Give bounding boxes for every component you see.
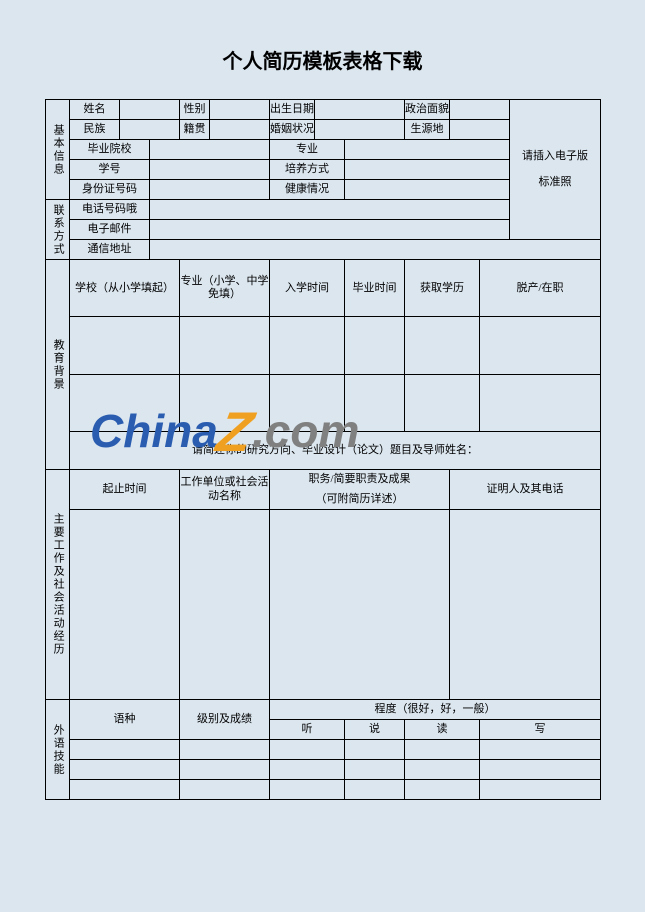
lang-r1-type[interactable] [70, 740, 180, 760]
lang-r2-read[interactable] [405, 760, 480, 780]
edu-h-major: 专业（小学、中学免填） [180, 260, 270, 317]
val-birth[interactable] [315, 100, 405, 120]
label-email: 电子邮件 [70, 220, 150, 240]
work-unit[interactable] [180, 510, 270, 700]
label-gender: 性别 [180, 100, 210, 120]
lang-r2-level[interactable] [180, 760, 270, 780]
lang-r2-speak[interactable] [345, 760, 405, 780]
work-h-ref: 证明人及其电话 [450, 470, 601, 510]
lang-r3-write[interactable] [480, 780, 601, 800]
label-gradschool: 毕业院校 [70, 140, 150, 160]
label-origin: 生源地 [405, 120, 450, 140]
label-major: 专业 [270, 140, 345, 160]
section-basic: 基本信息 [46, 100, 70, 200]
val-email[interactable] [150, 220, 510, 240]
section-edu: 教育背景 [46, 260, 70, 470]
work-h-duty: 职务/简要职责及成果 （可附简历详述） [270, 470, 450, 510]
val-marital[interactable] [315, 120, 405, 140]
page-title: 个人简历模板表格下载 [0, 0, 645, 99]
val-native[interactable] [210, 120, 270, 140]
edu-h-enroll: 入学时间 [270, 260, 345, 317]
lang-h-read: 读 [405, 720, 480, 740]
lang-r1-speak[interactable] [345, 740, 405, 760]
lang-r1-write[interactable] [480, 740, 601, 760]
val-idno[interactable] [150, 180, 270, 200]
label-name: 姓名 [70, 100, 120, 120]
lang-r2-type[interactable] [70, 760, 180, 780]
val-health[interactable] [345, 180, 510, 200]
lang-r3-level[interactable] [180, 780, 270, 800]
edu-h-grad: 毕业时间 [345, 260, 405, 317]
label-native: 籍贯 [180, 120, 210, 140]
lang-r3-speak[interactable] [345, 780, 405, 800]
val-ethnic[interactable] [120, 120, 180, 140]
label-phone: 电话号码哦 [70, 200, 150, 220]
lang-h-speak: 说 [345, 720, 405, 740]
lang-h-type: 语种 [70, 700, 180, 740]
lang-h-listen: 听 [270, 720, 345, 740]
work-period[interactable] [70, 510, 180, 700]
section-work: 主要工作及社会活动经历 [46, 470, 70, 700]
edu-r2-degree[interactable] [405, 374, 480, 431]
section-contact: 联系方式 [46, 200, 70, 260]
work-duty[interactable] [270, 510, 450, 700]
lang-r1-read[interactable] [405, 740, 480, 760]
edu-h-degree: 获取学历 [405, 260, 480, 317]
photo-line2: 标准照 [510, 176, 600, 189]
lang-r3-read[interactable] [405, 780, 480, 800]
val-train[interactable] [345, 160, 510, 180]
photo-line1: 请插入电子版 [510, 150, 600, 163]
lang-r1-listen[interactable] [270, 740, 345, 760]
val-gradschool[interactable] [150, 140, 270, 160]
edu-r1-school[interactable] [70, 317, 180, 374]
work-h-period: 起止时间 [70, 470, 180, 510]
lang-h-degree: 程度（很好，好，一般） [270, 700, 601, 720]
label-political: 政治面貌 [405, 100, 450, 120]
edu-r2-status[interactable] [480, 374, 601, 431]
val-origin[interactable] [450, 120, 510, 140]
photo-cell[interactable]: 请插入电子版 标准照 [510, 100, 601, 240]
lang-r3-listen[interactable] [270, 780, 345, 800]
val-gender[interactable] [210, 100, 270, 120]
lang-h-level: 级别及成绩 [180, 700, 270, 740]
label-sid: 学号 [70, 160, 150, 180]
label-address: 通信地址 [70, 240, 150, 260]
label-idno: 身份证号码 [70, 180, 150, 200]
resume-table: 基本信息 姓名 性别 出生日期 政治面貌 请插入电子版 标准照 民族 籍贯 婚姻… [45, 99, 601, 800]
label-health: 健康情况 [270, 180, 345, 200]
lang-r2-listen[interactable] [270, 760, 345, 780]
lang-r1-level[interactable] [180, 740, 270, 760]
lang-r3-type[interactable] [70, 780, 180, 800]
val-name[interactable] [120, 100, 180, 120]
edu-r1-status[interactable] [480, 317, 601, 374]
label-train: 培养方式 [270, 160, 345, 180]
label-marital: 婚姻状况 [270, 120, 315, 140]
val-phone[interactable] [150, 200, 510, 220]
val-major[interactable] [345, 140, 510, 160]
edu-r1-major[interactable] [180, 317, 270, 374]
label-ethnic: 民族 [70, 120, 120, 140]
edu-r2-grad[interactable] [345, 374, 405, 431]
work-ref[interactable] [450, 510, 601, 700]
edu-desc[interactable]: 请简述你的研究方向、毕业设计（论文）题目及导师姓名： [70, 431, 601, 469]
edu-r2-school[interactable] [70, 374, 180, 431]
edu-h-school: 学校（从小学填起） [70, 260, 180, 317]
edu-r1-degree[interactable] [405, 317, 480, 374]
val-political[interactable] [450, 100, 510, 120]
edu-r1-grad[interactable] [345, 317, 405, 374]
val-sid[interactable] [150, 160, 270, 180]
label-birth: 出生日期 [270, 100, 315, 120]
edu-r2-enroll[interactable] [270, 374, 345, 431]
val-address[interactable] [150, 240, 601, 260]
work-h-unit: 工作单位或社会活动名称 [180, 470, 270, 510]
section-lang: 外语技能 [46, 700, 70, 800]
edu-r1-enroll[interactable] [270, 317, 345, 374]
lang-r2-write[interactable] [480, 760, 601, 780]
edu-h-status: 脱产/在职 [480, 260, 601, 317]
lang-h-write: 写 [480, 720, 601, 740]
edu-r2-major[interactable] [180, 374, 270, 431]
